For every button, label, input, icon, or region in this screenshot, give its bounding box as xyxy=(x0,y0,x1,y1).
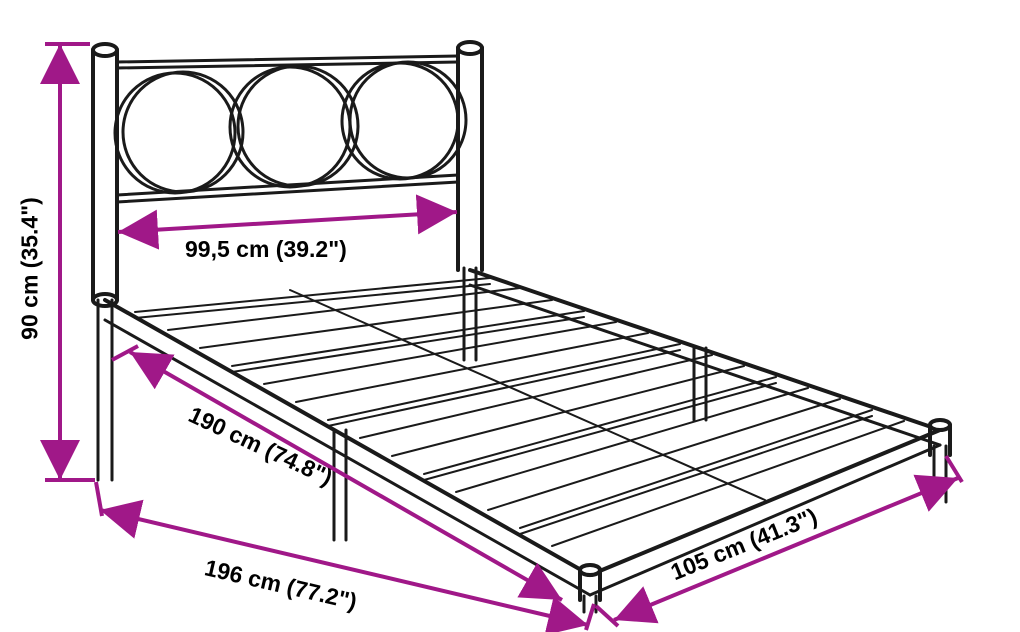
inner-width-label: 99,5 cm (39.2") xyxy=(185,236,347,263)
height-in: (35.4") xyxy=(17,197,43,268)
height-cm: 90 cm xyxy=(17,275,43,340)
dimension-lines xyxy=(45,44,962,630)
bed-drawing xyxy=(93,42,950,612)
bed-frame-diagram xyxy=(0,0,1020,632)
inner-width-in: (39.2") xyxy=(276,236,347,262)
height-label: 90 cm (35.4") xyxy=(17,189,44,349)
inner-width-cm: 99,5 cm xyxy=(185,236,269,262)
